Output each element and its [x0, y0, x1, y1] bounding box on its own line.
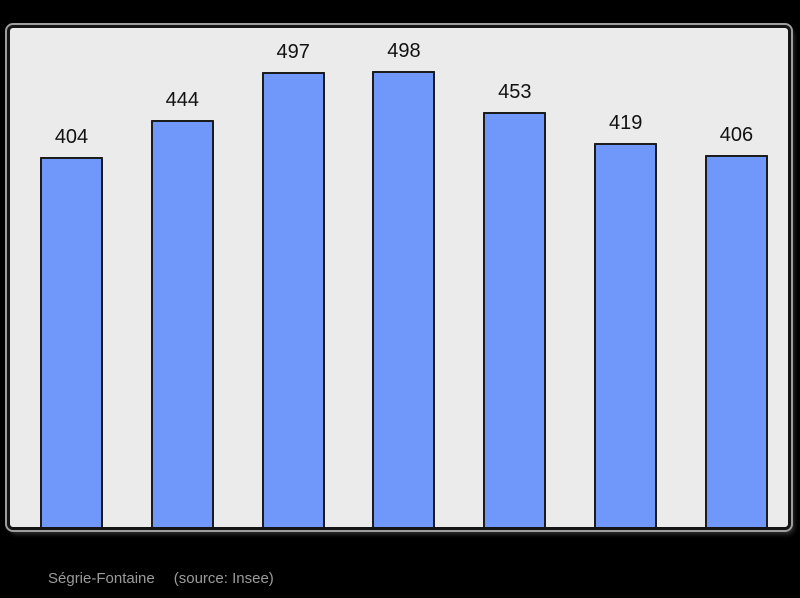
bar: [150, 120, 214, 527]
bar: [372, 71, 436, 527]
bar: [594, 143, 658, 527]
bar-value-label: 498: [387, 40, 421, 63]
bar-group: 498: [372, 28, 436, 527]
bar: [483, 112, 547, 527]
bar: [40, 157, 103, 527]
bar-group: 404: [40, 28, 103, 527]
bar-value-label: 497: [276, 40, 310, 63]
bar-value-label: 444: [165, 89, 200, 112]
bars-container: 404 444 497 498 453 419 406: [10, 28, 788, 527]
plot-area: 404 444 497 498 453 419 406: [7, 25, 791, 530]
bar-value-label: 419: [608, 112, 643, 135]
bar-group: 419: [594, 28, 658, 527]
bar-group: 453: [483, 28, 547, 527]
bar: [704, 155, 768, 527]
source-note: (source: Insee): [173, 570, 274, 587]
bar-value-label: 404: [54, 126, 89, 149]
bar-value-label: 406: [719, 124, 754, 147]
caption: Ségrie-Fontaine (source: Insee): [48, 569, 274, 589]
bar: [261, 71, 325, 527]
bar-group: 497: [261, 28, 325, 527]
bar-group: 406: [704, 28, 768, 527]
commune-name: Ségrie-Fontaine: [48, 570, 155, 587]
bar-group: 444: [150, 28, 214, 527]
bar-value-label: 453: [498, 81, 532, 104]
